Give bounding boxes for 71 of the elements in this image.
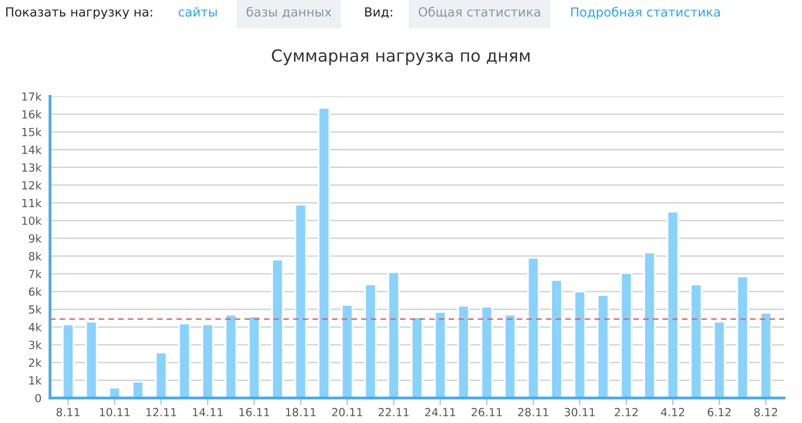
y-tick-label: 6k	[28, 287, 42, 296]
y-tick-label: 13k	[22, 163, 42, 172]
text: Вид:	[365, 7, 392, 18]
y-tick-label: 11k	[22, 198, 42, 208]
x-tick-label: 8.12	[754, 408, 778, 416]
x-tick-label: 12.11	[146, 408, 176, 416]
y-tick-label: 15k	[22, 128, 42, 136]
x-tick-label: 26.11	[472, 408, 502, 416]
x-tick-label: 18.11	[286, 408, 316, 416]
bar	[388, 271, 400, 398]
y-tick-label: 4k	[28, 322, 42, 332]
x-tick-label: 6.12	[708, 408, 731, 416]
bar	[736, 276, 749, 398]
x-tick-label: 22.11	[378, 408, 409, 416]
text: сайты	[178, 7, 217, 17]
y-tick-label: 5k	[29, 305, 42, 314]
bar	[620, 272, 632, 398]
bar	[690, 284, 702, 398]
bar	[178, 322, 191, 398]
bar	[248, 316, 260, 398]
bar	[643, 252, 656, 398]
bar	[760, 312, 772, 398]
bar	[480, 306, 493, 398]
y-tick-label: 8k	[28, 252, 42, 260]
chart-title: Суммарная нагрузка по дням	[272, 49, 530, 66]
bar	[294, 204, 307, 398]
bar	[574, 290, 586, 398]
bar	[202, 324, 214, 398]
text: Показать нагрузку на:	[6, 7, 152, 20]
bar	[550, 279, 563, 398]
bar	[666, 210, 680, 398]
y-tick-label: 2k	[28, 358, 42, 367]
bar	[364, 284, 377, 398]
y-tick-label: 17k	[22, 92, 42, 101]
x-tick-label: 20.11	[332, 408, 362, 416]
bar	[318, 107, 330, 398]
y-tick-label: 0	[35, 394, 41, 402]
x-tick-label: 8.11	[56, 408, 80, 416]
x-tick-label: 14.11	[193, 408, 223, 416]
text: Подробная статистика	[571, 6, 720, 20]
y-tick-label: 3k	[29, 340, 42, 350]
y-tick-label: 14k	[22, 145, 42, 154]
y-tick-label: 9k	[28, 234, 42, 243]
bar	[85, 320, 98, 398]
bar	[434, 311, 446, 398]
x-tick-label: 30.11	[564, 408, 595, 416]
x-tick-label: 28.11	[518, 408, 548, 416]
x-tick-label: 24.11	[425, 408, 456, 416]
x-tick-label: 2.12	[614, 408, 638, 416]
y-tick-label: 16k	[22, 110, 42, 119]
text: Общая статистика	[418, 6, 540, 18]
bar	[457, 304, 470, 398]
bar	[596, 294, 610, 398]
bar	[504, 314, 516, 398]
y-tick-label: 10k	[22, 216, 42, 225]
bar	[410, 316, 424, 398]
bar	[341, 304, 354, 398]
bar	[154, 352, 168, 398]
y-tick-label: 7k	[29, 270, 42, 278]
bar	[132, 380, 144, 398]
y-tick-label: 12k	[22, 180, 42, 190]
bar	[224, 314, 238, 398]
text: базы данных	[246, 6, 332, 18]
y-tick-label: 1k	[29, 376, 42, 384]
bar	[271, 258, 284, 398]
bar	[527, 257, 540, 398]
x-tick-label: 16.11	[240, 408, 270, 416]
x-tick-label: 10.11	[100, 408, 130, 416]
bar	[62, 324, 74, 398]
x-tick-label: 4.12	[661, 408, 684, 416]
bar	[713, 320, 726, 398]
